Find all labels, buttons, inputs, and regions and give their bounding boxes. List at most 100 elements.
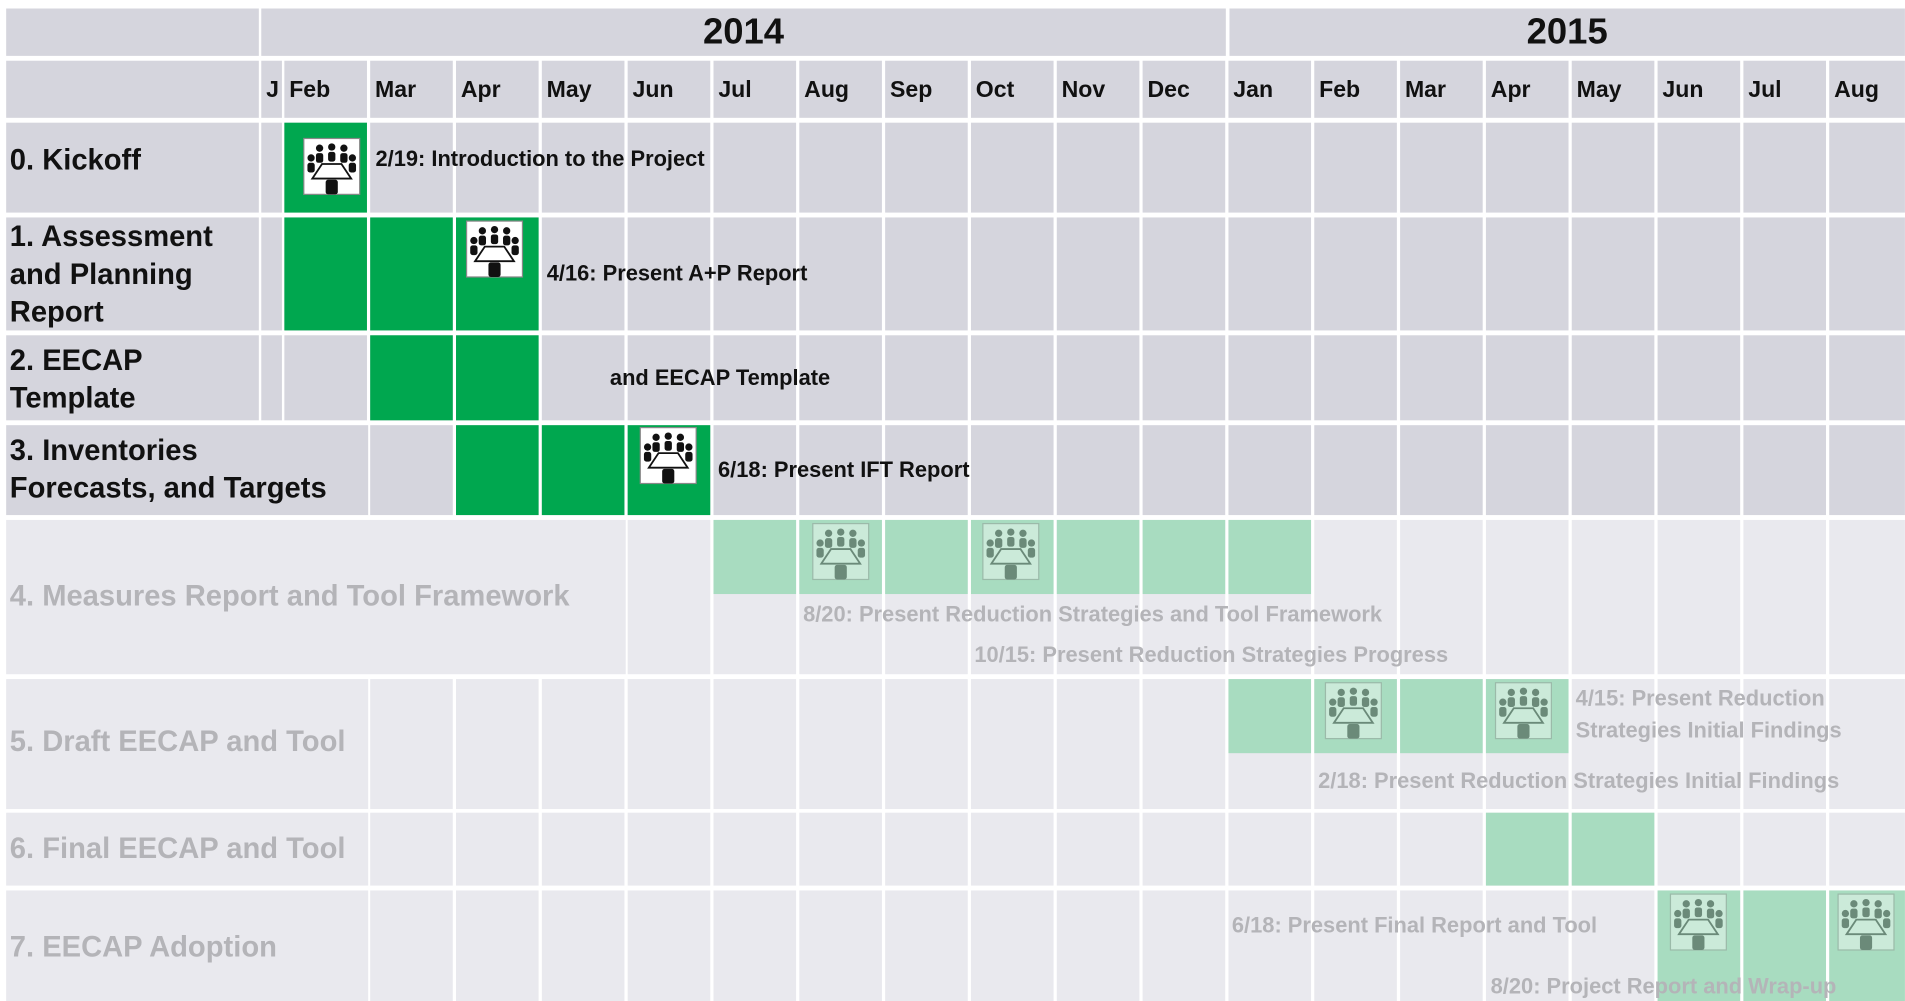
month-cell xyxy=(1657,425,1741,516)
active-cell xyxy=(370,217,453,331)
month-cell xyxy=(541,679,625,810)
month-cell xyxy=(799,122,882,213)
month-cell xyxy=(1314,890,1397,1001)
month-cell xyxy=(1485,217,1569,331)
task-row: 0. Kickoff 2/19: Introduction to the Proj… xyxy=(6,122,1905,213)
month-cell xyxy=(1743,217,1827,331)
meeting-icon xyxy=(465,220,524,278)
task-label-cell xyxy=(6,122,259,213)
task-name: 3. Inventories Forecasts, and Targets xyxy=(10,435,327,505)
month-cell xyxy=(456,890,539,1001)
month-cell xyxy=(1829,60,1905,118)
header-corner xyxy=(6,60,259,118)
month-cell xyxy=(1400,890,1483,1001)
month-label: Aug xyxy=(1834,76,1879,102)
month-cell xyxy=(1743,519,1827,675)
task-name: 5. Draft EECAP and Tool xyxy=(10,726,346,758)
meeting-icon xyxy=(1669,893,1728,951)
meeting-icon xyxy=(639,426,698,485)
month-cell xyxy=(799,812,882,886)
month-label: Jul xyxy=(718,76,751,102)
month-cell xyxy=(1056,217,1140,331)
month-cell xyxy=(1056,335,1140,421)
month-cell xyxy=(627,519,711,675)
year-label: 2015 xyxy=(1527,11,1608,52)
month-cell xyxy=(1571,60,1655,118)
month-cell xyxy=(1571,519,1655,675)
month-cell xyxy=(1400,812,1483,886)
month-cell xyxy=(799,425,882,516)
month-cell xyxy=(1743,60,1827,118)
task-row: 7. EECAP Adoption 6/18: Present Final Rep… xyxy=(6,890,1905,1001)
milestone-note: 8/20: Project Report and Wrap-up xyxy=(1491,973,1837,998)
active-cell xyxy=(541,425,625,516)
month-cell xyxy=(713,890,797,1001)
year-cell xyxy=(1229,8,1905,56)
month-cell xyxy=(1485,519,1569,675)
task-row: 3. Inventories Forecasts, and Targets 6/1… xyxy=(6,425,1905,516)
month-cell xyxy=(541,217,625,331)
month-cell xyxy=(1400,122,1483,213)
month-label: Oct xyxy=(976,76,1015,102)
month-cell xyxy=(1829,812,1905,886)
month-cell xyxy=(1056,425,1140,516)
month-cell xyxy=(627,812,711,886)
task-name: 2. EECAP Template xyxy=(10,345,150,415)
year-cell xyxy=(261,8,1226,56)
month-cell xyxy=(1142,890,1226,1001)
meeting-icon xyxy=(1324,681,1383,740)
task-label-cell xyxy=(6,425,369,516)
month-cell xyxy=(1571,335,1655,421)
month-cell xyxy=(1743,122,1827,213)
active-cell xyxy=(1228,519,1312,595)
month-cell xyxy=(370,122,453,213)
month-cell xyxy=(1056,890,1140,1001)
month-cell xyxy=(970,679,1054,810)
month-label: Feb xyxy=(289,76,330,102)
task-row: 4. Measures Report and Tool Framework 8/2… xyxy=(6,519,1905,675)
month-cell xyxy=(1571,679,1655,810)
month-cell xyxy=(1571,890,1655,1001)
month-cell xyxy=(456,679,539,810)
month-cell xyxy=(1142,425,1226,516)
month-cell xyxy=(456,122,539,213)
month-label: Jan xyxy=(1233,76,1273,102)
month-cell xyxy=(1314,217,1397,331)
month-cell xyxy=(1829,679,1905,810)
task-row: 5. Draft EECAP and Tool 4/15: Present Red… xyxy=(6,679,1905,810)
month-cell xyxy=(1056,60,1140,118)
month-cell xyxy=(1485,425,1569,516)
month-label: May xyxy=(1577,76,1622,102)
month-cell xyxy=(970,335,1054,421)
month-label: Feb xyxy=(1319,76,1360,102)
month-label: Apr xyxy=(1491,76,1531,102)
month-cell xyxy=(1314,425,1397,516)
month-cell xyxy=(1142,812,1226,886)
active-cell xyxy=(456,335,539,421)
month-cell xyxy=(541,890,625,1001)
month-cell xyxy=(1228,60,1312,118)
month-label: Sep xyxy=(890,76,932,102)
month-cell xyxy=(1485,122,1569,213)
month-cell xyxy=(370,60,453,118)
month-cell xyxy=(370,890,453,1001)
task-name: 1. Assessment and Planning Report xyxy=(10,221,221,328)
task-name: 0. Kickoff xyxy=(10,144,141,176)
task-label-cell xyxy=(6,679,369,810)
month-cell xyxy=(1657,217,1741,331)
active-cell xyxy=(284,217,367,331)
month-label: Aug xyxy=(804,76,849,102)
milestone-note: and EECAP Template xyxy=(610,365,830,390)
month-cell xyxy=(627,679,711,810)
month-cell xyxy=(885,812,968,886)
milestone-note: 6/18: Present Final Report and Tool xyxy=(1232,913,1597,938)
month-cell xyxy=(1314,519,1397,675)
month-cell xyxy=(713,425,797,516)
month-cell xyxy=(1142,679,1226,810)
month-cell xyxy=(1314,335,1397,421)
month-cell xyxy=(885,60,968,118)
month-cell xyxy=(713,60,797,118)
month-cell xyxy=(627,335,711,421)
month-cell xyxy=(1056,679,1140,810)
